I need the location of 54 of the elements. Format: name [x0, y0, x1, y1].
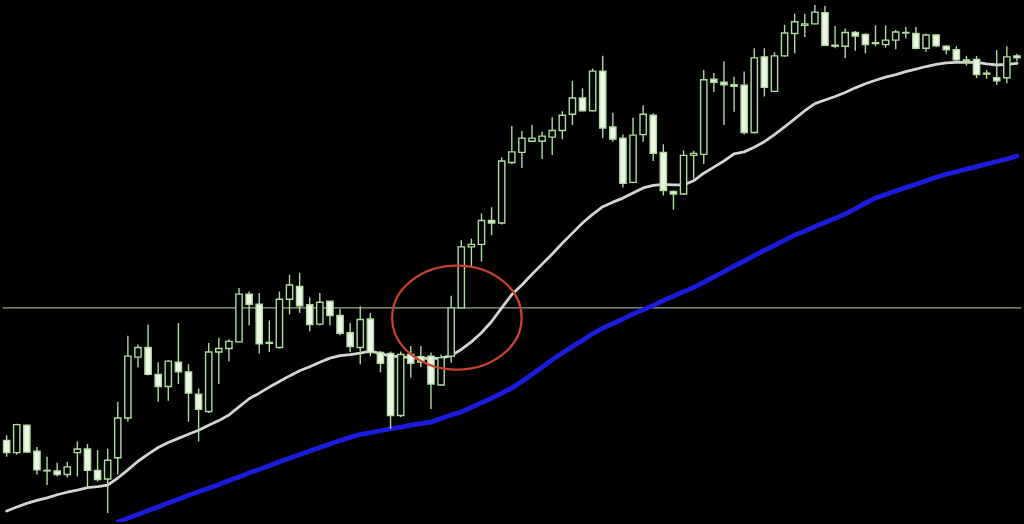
candlestick	[790, 12, 799, 55]
candlestick	[477, 212, 486, 263]
candlestick	[881, 24, 890, 49]
candlestick	[528, 124, 536, 143]
candlestick	[720, 60, 728, 126]
candlestick	[841, 27, 850, 59]
candlestick	[780, 24, 789, 58]
candlestick	[406, 345, 415, 379]
candlestick	[194, 387, 203, 443]
candlestick	[134, 343, 142, 368]
candlestick	[710, 72, 718, 93]
candlestick	[225, 338, 233, 362]
candlestick	[730, 75, 738, 113]
candlestick	[245, 290, 253, 327]
candlestick	[1003, 45, 1011, 84]
candlestick	[33, 446, 41, 476]
candlestick	[518, 130, 526, 169]
candlestick	[568, 80, 577, 126]
candlestick	[669, 189, 678, 211]
candlestick	[305, 296, 314, 332]
candlestick	[558, 110, 567, 140]
candlestick	[285, 274, 294, 316]
candlestick	[295, 272, 304, 314]
candlestick	[376, 350, 385, 374]
candlestick	[265, 319, 274, 353]
candlestick	[326, 300, 334, 327]
candlestick	[922, 32, 930, 53]
candlestick	[507, 125, 516, 165]
candlestick	[800, 12, 809, 38]
candlestick	[174, 322, 183, 385]
candlestick	[43, 455, 51, 486]
candlestick	[972, 55, 981, 79]
candlestick	[83, 443, 92, 489]
candlestick	[487, 206, 496, 236]
candlestick	[811, 4, 819, 26]
candlestick	[184, 363, 193, 423]
candlestick	[609, 112, 617, 143]
candlestick	[316, 292, 324, 327]
candlestick	[548, 116, 557, 156]
candlestick	[831, 25, 839, 49]
candlestick	[73, 440, 82, 478]
candlestick	[851, 30, 860, 52]
candlestick	[992, 49, 1001, 86]
candlestick	[346, 322, 354, 353]
candlestick	[467, 238, 476, 268]
candlestick	[891, 29, 900, 50]
candlestick	[639, 104, 647, 143]
candlestick	[861, 32, 870, 55]
candlestick	[214, 337, 223, 385]
candlestick	[538, 130, 546, 160]
candlestick	[336, 308, 344, 336]
candlestick	[154, 361, 163, 403]
candlestick	[901, 26, 910, 40]
candlestick	[103, 447, 112, 514]
